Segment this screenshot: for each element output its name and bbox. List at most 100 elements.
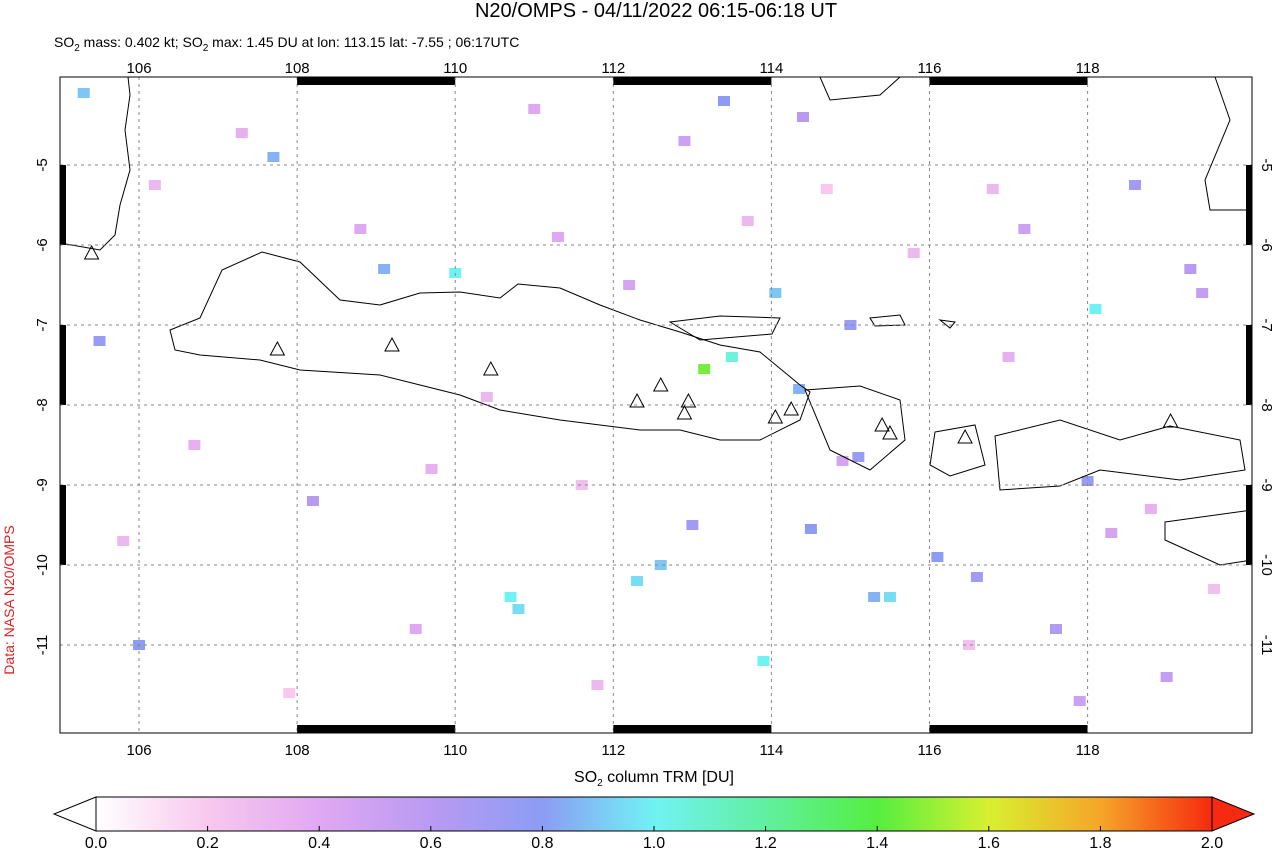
subscript: 2: [597, 778, 603, 789]
so2-pixel: [283, 688, 296, 698]
text-part: max: 1.45 DU at lon: 113.15 lat: -7.55 ;…: [208, 34, 519, 50]
colorbar-tick-label: 1.2: [754, 835, 776, 852]
coastline: [668, 315, 781, 341]
coastline: [869, 314, 956, 329]
frame-band: [60, 485, 66, 565]
x-tick-label: 118: [1076, 742, 1100, 759]
colorbar-tick-label: 2.0: [1201, 835, 1223, 852]
frame-band: [297, 77, 456, 85]
y-tick-label: -6: [1258, 238, 1272, 251]
volcano: [83, 244, 100, 260]
so2-pixel: [907, 248, 920, 258]
colorbar-tick-label: 1.6: [978, 835, 1000, 852]
so2-pixel: [1018, 224, 1031, 234]
so2-pixel: [480, 392, 493, 402]
colorbar-tick-label: 1.4: [866, 835, 888, 852]
so2-pixel: [678, 136, 691, 146]
volcano: [629, 392, 645, 408]
so2-pixel: [1073, 696, 1086, 706]
y-tick-label: -11: [1258, 635, 1272, 656]
so2-pixel: [868, 592, 881, 602]
coastline: [819, 77, 901, 101]
colorbar-tick-label: 1.8: [1089, 835, 1111, 852]
so2-pixel: [654, 560, 667, 570]
frame-band: [60, 165, 66, 245]
x-tick-label: 116: [918, 742, 942, 759]
frame-band: [1246, 325, 1252, 405]
colorbar-fill: [95, 796, 1213, 832]
so2-pixel: [1196, 288, 1209, 298]
so2-pixel: [117, 536, 130, 546]
so2-pixel: [235, 128, 248, 138]
map-subtitle: SO2 mass: 0.402 kt; SO2 max: 1.45 DU at …: [54, 34, 519, 54]
colorbar-tick-label: 1.0: [643, 835, 665, 852]
y-tick-label: -8: [1258, 398, 1272, 411]
so2-pixel: [188, 440, 201, 450]
so2-pixel: [797, 112, 810, 122]
x-tick-label: 112: [601, 742, 625, 759]
text-part: mass: 0.402 kt; SO: [80, 34, 203, 50]
volcano: [874, 416, 890, 432]
y-tick-label: -11: [34, 635, 51, 656]
colorbar-tick-label: 0.0: [85, 835, 107, 852]
coastlines: [60, 77, 1252, 566]
coastline: [60, 77, 131, 251]
colorbar-tick-label: 0.4: [308, 835, 330, 852]
x-tick-label: 118: [1076, 60, 1100, 77]
axes: 106 106 108 108 110 110 112 112 114 114 116 116 118 1…: [34, 60, 1272, 759]
so2-pixel: [698, 364, 711, 374]
so2-pixel: [1144, 504, 1157, 514]
y-tick-label: -10: [34, 554, 51, 576]
y-tick-label: -6: [34, 238, 51, 251]
map-title: N20/OMPS - 04/11/2022 06:15-06:18 UT: [475, 0, 837, 22]
x-tick-label: 116: [918, 60, 942, 77]
colorbar-tick-label: 0.2: [196, 835, 218, 852]
subscript: 2: [74, 43, 80, 54]
y-tick-label: -9: [1258, 478, 1272, 491]
volcano: [680, 392, 697, 408]
y-tick-label: -8: [34, 398, 51, 411]
so2-pixel: [883, 592, 896, 602]
so2-pixel: [425, 464, 438, 474]
so2-pixel: [820, 184, 833, 194]
frame-band: [1246, 485, 1252, 565]
coastline: [169, 251, 811, 441]
so2-pixel: [631, 576, 644, 586]
so2-pixel: [844, 320, 857, 330]
so2-pixel: [793, 384, 806, 394]
volcano: [676, 404, 693, 420]
x-tick-label: 106: [127, 60, 152, 77]
so2-pixel: [306, 496, 319, 506]
volcano: [652, 376, 669, 392]
x-tick-label: 106: [127, 742, 152, 759]
text-part: column TRM [DU]: [603, 769, 734, 786]
so2-pixel: [504, 592, 517, 602]
so2-pixel: [528, 104, 541, 114]
so2-pixel: [686, 520, 699, 530]
frame-band: [1246, 165, 1252, 245]
so2-pixel: [1002, 352, 1015, 362]
so2-pixel: [1105, 528, 1118, 538]
so2-pixel: [575, 480, 588, 490]
subscript: 2: [203, 43, 209, 54]
so2-pixel: [623, 280, 636, 290]
so2-pixel: [1160, 672, 1173, 682]
so2-pixel: [1129, 180, 1142, 190]
so2-pixel: [1081, 476, 1094, 486]
so2-pixel: [93, 336, 106, 346]
colorbar-extend-high: [1211, 796, 1256, 832]
y-tick-label: -9: [34, 478, 51, 491]
coastline: [1164, 509, 1252, 566]
y-tick-label: -7: [1258, 318, 1272, 331]
so2-pixel: [354, 224, 367, 234]
coastline: [804, 385, 906, 471]
credit: Data: NASA N20/OMPS: [1, 525, 17, 674]
so2-pixel: [1049, 624, 1062, 634]
so2-pixel: [986, 184, 999, 194]
frame-band: [613, 725, 772, 733]
volcano: [482, 360, 499, 376]
coastline: [1204, 77, 1252, 211]
so2-pixel: [757, 656, 770, 666]
so2-pixel: [378, 264, 391, 274]
